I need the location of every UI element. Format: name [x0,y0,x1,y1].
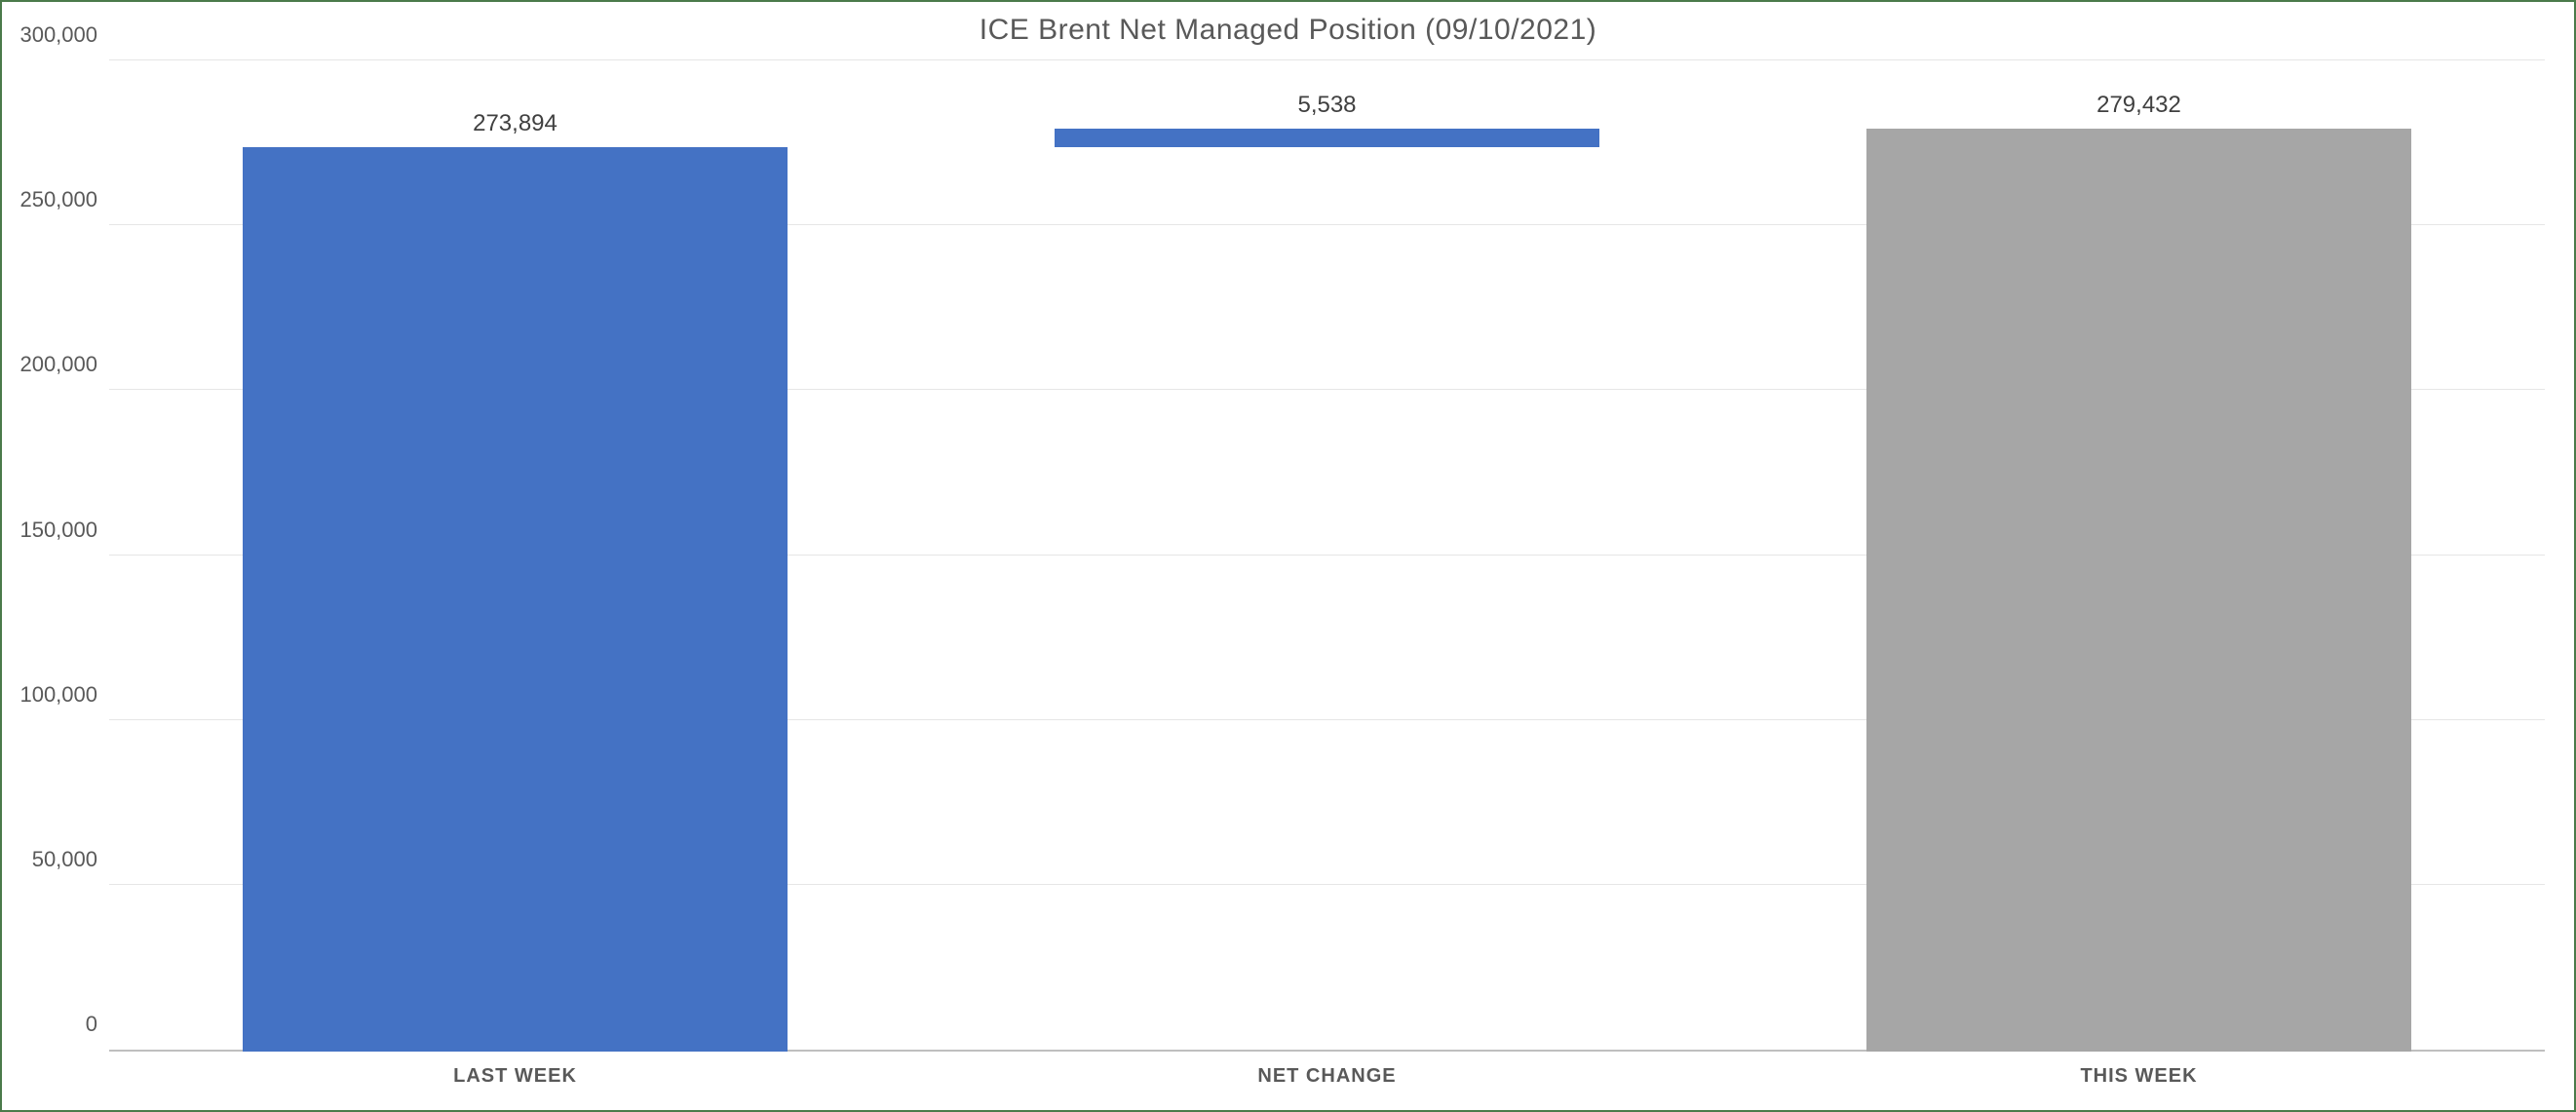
plot-area: 050,000100,000150,000200,000250,000300,0… [109,60,2545,1052]
bar-data-label-last-week: 273,894 [109,110,921,137]
y-tick-label: 50,000 [32,847,109,872]
bar-slot-net-change: 5,538 [921,60,1733,1052]
x-label-net-change: NET CHANGE [921,1052,1733,1110]
bar-data-label-net-change: 5,538 [921,92,1733,119]
bar-net-change [1055,129,1598,147]
y-tick-label: 250,000 [19,187,109,212]
bar-slot-last-week: 273,894 [109,60,921,1052]
x-label-this-week: THIS WEEK [1733,1052,2545,1110]
y-tick-label: 300,000 [19,22,109,48]
bar-last-week [243,147,787,1053]
chart-container: ICE Brent Net Managed Position (09/10/20… [0,0,2576,1112]
bar-this-week [1866,129,2410,1052]
y-tick-label: 100,000 [19,682,109,708]
y-tick-label: 0 [86,1012,109,1037]
x-axis-labels: LAST WEEKNET CHANGETHIS WEEK [109,1052,2545,1110]
x-label-last-week: LAST WEEK [109,1052,921,1110]
y-tick-label: 200,000 [19,352,109,377]
bar-data-label-this-week: 279,432 [1733,92,2545,119]
bar-slot-this-week: 279,432 [1733,60,2545,1052]
y-tick-label: 150,000 [19,518,109,543]
chart-title: ICE Brent Net Managed Position (09/10/20… [2,2,2574,47]
